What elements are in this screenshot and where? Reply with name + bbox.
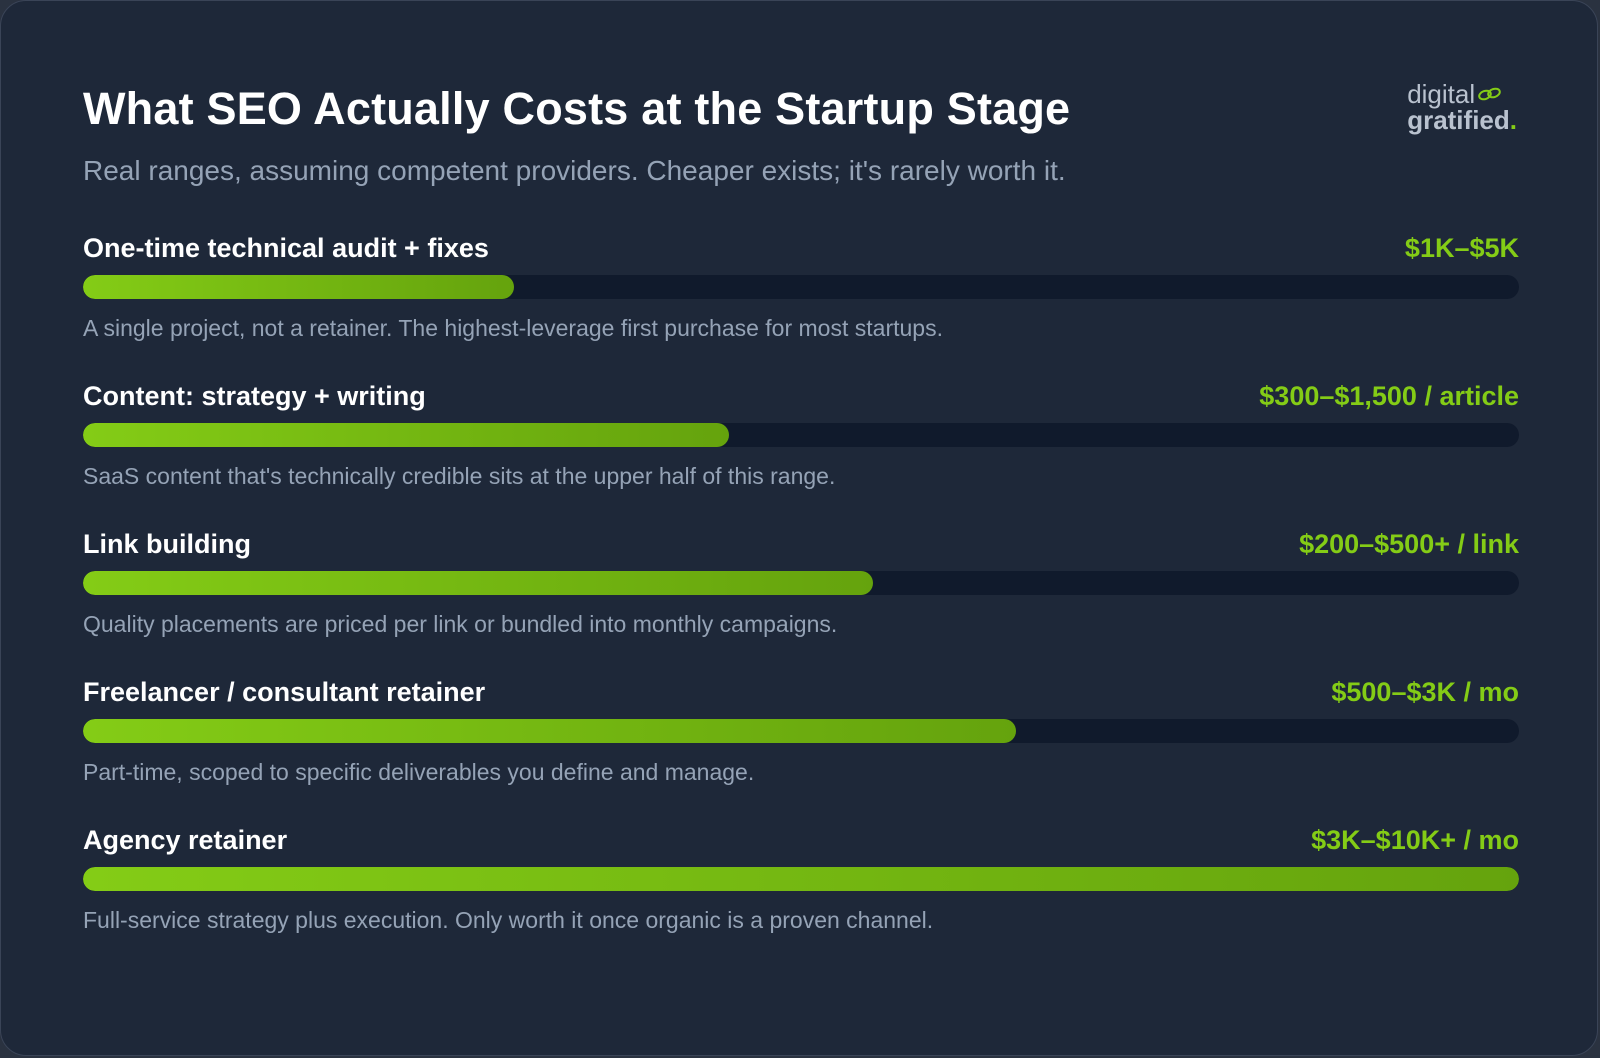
bar-row-header: Agency retainer $3K–$10K+ / mo bbox=[83, 825, 1519, 867]
bar-row: One-time technical audit + fixes $1K–$5K A… bbox=[83, 233, 1519, 381]
bar bbox=[83, 275, 514, 299]
chart-title: What SEO Actually Costs at the Startup S… bbox=[83, 83, 1071, 134]
bar bbox=[83, 867, 1519, 891]
chart-subtitle: Real ranges, assuming competent provider… bbox=[83, 155, 1066, 186]
value-label: $200–$500+ / link bbox=[1299, 529, 1519, 559]
bar-row-header: Content: strategy + writing $300–$1,500 /… bbox=[83, 381, 1519, 423]
category-label: One-time technical audit + fixes bbox=[83, 233, 489, 263]
bar-row-header: One-time technical audit + fixes $1K–$5K bbox=[83, 233, 1519, 275]
value-label: $1K–$5K bbox=[1404, 233, 1519, 263]
bar-description: Quality placements are priced per link o… bbox=[83, 611, 838, 637]
bar-row-header: Freelancer / consultant retainer $500–$3K… bbox=[83, 677, 1519, 719]
bar-row-header: Link building $200–$500+ / link bbox=[83, 529, 1519, 571]
logo-text-digital: digital bbox=[1407, 79, 1476, 109]
bar bbox=[83, 719, 1017, 743]
category-label: Freelancer / consultant retainer bbox=[83, 677, 486, 707]
bar-row: Content: strategy + writing $300–$1,500 /… bbox=[83, 381, 1519, 529]
bar-description: SaaS content that's technically credible… bbox=[83, 463, 836, 489]
value-label: $500–$3K / mo bbox=[1331, 677, 1519, 707]
bar-row: Link building $200–$500+ / link Quality pl… bbox=[83, 529, 1519, 677]
bar-track bbox=[83, 423, 1519, 447]
category-label: Link building bbox=[83, 529, 251, 559]
category-label: Content: strategy + writing bbox=[83, 381, 426, 411]
logo-text-gratified: gratified bbox=[1407, 105, 1510, 135]
bar-description: A single project, not a retainer. The hi… bbox=[83, 315, 943, 341]
bar-row: Agency retainer $3K–$10K+ / mo Full-servic… bbox=[83, 825, 1519, 973]
bar bbox=[83, 423, 730, 447]
value-label: $3K–$10K+ / mo bbox=[1311, 825, 1519, 855]
bar-description: Full-service strategy plus execution. On… bbox=[83, 907, 934, 933]
bar bbox=[83, 571, 873, 595]
category-label: Agency retainer bbox=[83, 825, 288, 855]
bar-track bbox=[83, 571, 1519, 595]
bar-track bbox=[83, 867, 1519, 891]
bar-row: Freelancer / consultant retainer $500–$3K… bbox=[83, 677, 1519, 825]
brand-logo: digital gratified. bbox=[1407, 81, 1517, 133]
link-icon bbox=[1478, 87, 1501, 101]
bar-description: Part-time, scoped to specific deliverabl… bbox=[83, 759, 755, 785]
bar-track bbox=[83, 275, 1519, 299]
value-label: $300–$1,500 / article bbox=[1259, 381, 1519, 411]
logo-dot: . bbox=[1509, 105, 1517, 135]
bar-rows: One-time technical audit + fixes $1K–$5K A… bbox=[83, 233, 1519, 973]
bar-track bbox=[83, 719, 1519, 743]
